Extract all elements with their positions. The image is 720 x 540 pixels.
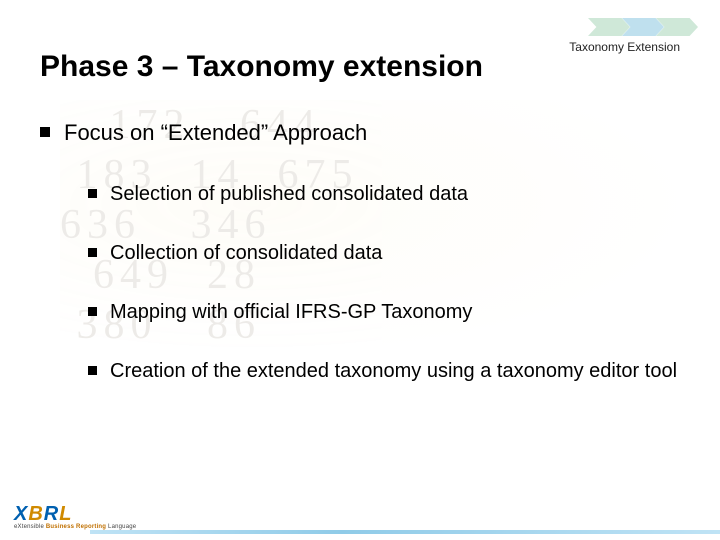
bullet-level2-text: Creation of the extended taxonomy using … (110, 360, 677, 382)
bullet-level2: Selection of published consolidated data (88, 182, 680, 207)
bullet-level2: Creation of the extended taxonomy using … (88, 359, 680, 384)
bullet-level1: Focus on “Extended” Approach Selection o… (40, 120, 680, 384)
logo-letter: R (44, 503, 59, 525)
xbrl-logo-letters: XBRL (14, 504, 136, 524)
tagline-pre: eXtensible (14, 524, 46, 530)
xbrl-logo: XBRL eXtensible Business Reporting Langu… (14, 504, 136, 530)
bullet-level2-text: Selection of published consolidated data (110, 183, 468, 205)
bullet-level2-text: Collection of consolidated data (110, 242, 382, 264)
breadcrumb-chevrons (588, 18, 698, 36)
bullet-level2: Collection of consolidated data (88, 241, 680, 266)
slide-title: Phase 3 – Taxonomy extension (40, 50, 483, 84)
slide-content: Focus on “Extended” Approach Selection o… (40, 120, 680, 418)
logo-letter: B (28, 503, 43, 525)
bullet-level2-text: Mapping with official IFRS-GP Taxonomy (110, 301, 472, 323)
logo-letter: L (59, 503, 72, 525)
breadcrumb-label: Taxonomy Extension (569, 40, 680, 54)
bullet-level2: Mapping with official IFRS-GP Taxonomy (88, 300, 680, 325)
bullet-level1-text: Focus on “Extended” Approach (64, 120, 367, 145)
chevron-icon (656, 18, 698, 36)
logo-letter: X (14, 503, 28, 525)
footer-rule (90, 530, 720, 534)
